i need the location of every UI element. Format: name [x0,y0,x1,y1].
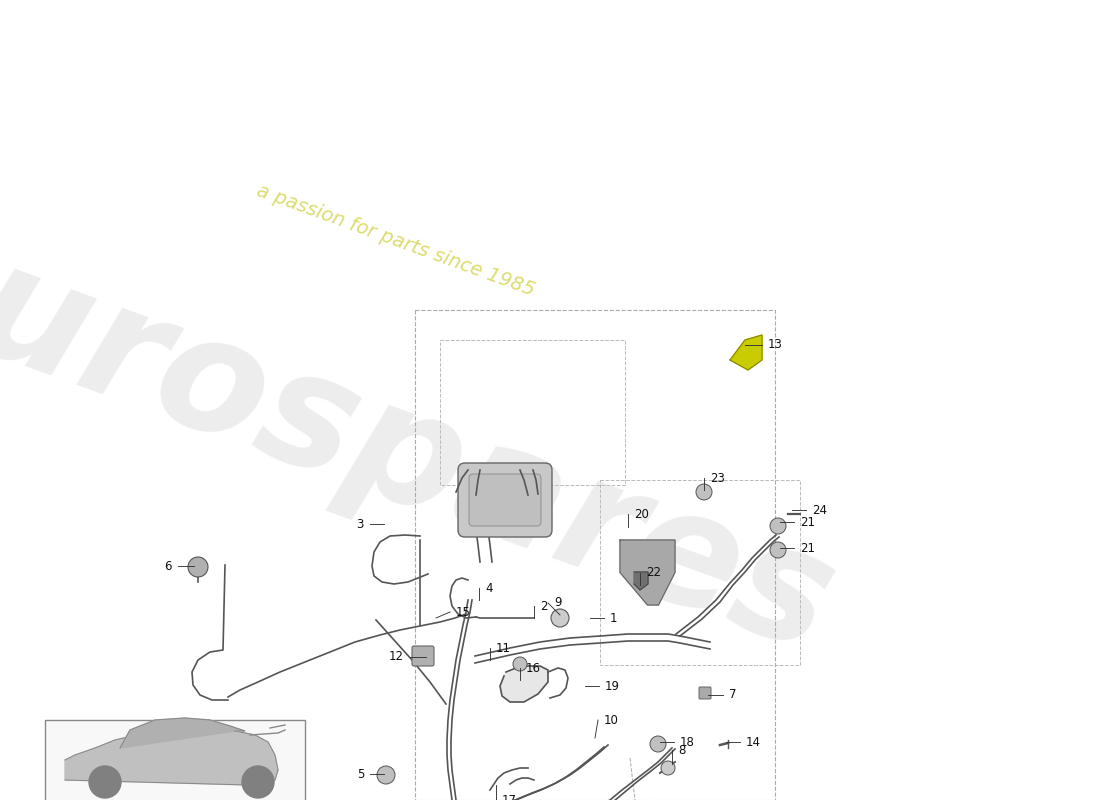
Text: 13: 13 [768,338,783,351]
Circle shape [89,766,121,798]
Polygon shape [65,730,278,785]
Text: 14: 14 [746,735,761,749]
Text: 16: 16 [526,662,541,674]
Text: 24: 24 [812,503,827,517]
Polygon shape [634,572,648,590]
Polygon shape [730,335,762,370]
Text: 3: 3 [356,518,364,530]
Circle shape [551,609,569,627]
Text: 17: 17 [502,794,517,800]
FancyBboxPatch shape [458,463,552,537]
Text: 7: 7 [729,689,737,702]
Bar [45,720,305,800]
Text: a passion for parts since 1985: a passion for parts since 1985 [254,181,538,299]
Text: 4: 4 [485,582,493,594]
Circle shape [770,518,786,534]
Text: 8: 8 [678,743,685,757]
Circle shape [242,766,274,798]
Circle shape [650,736,666,752]
Polygon shape [620,540,675,605]
Bar [415,310,776,800]
Text: 23: 23 [710,471,725,485]
Polygon shape [500,666,548,702]
Text: 5: 5 [356,767,364,781]
Bar [440,340,625,485]
Polygon shape [120,718,245,748]
Circle shape [696,484,712,500]
Text: 15: 15 [456,606,471,618]
Text: 12: 12 [389,650,404,663]
Circle shape [770,542,786,558]
Text: 2: 2 [540,599,548,613]
FancyBboxPatch shape [412,646,434,666]
Circle shape [377,766,395,784]
Circle shape [188,557,208,577]
Text: 21: 21 [800,542,815,554]
Text: 9: 9 [554,597,561,610]
Text: 19: 19 [605,679,620,693]
Text: 6: 6 [165,559,172,573]
Bar [600,480,800,665]
Circle shape [513,657,527,671]
Text: eurospares: eurospares [0,194,854,686]
FancyBboxPatch shape [698,687,711,699]
Text: 11: 11 [496,642,512,654]
FancyBboxPatch shape [469,474,541,526]
Text: 1: 1 [610,611,617,625]
Circle shape [661,761,675,775]
Text: 18: 18 [680,735,695,749]
Text: 22: 22 [646,566,661,579]
Text: 10: 10 [604,714,619,726]
Text: 20: 20 [634,507,649,521]
Text: 21: 21 [800,515,815,529]
